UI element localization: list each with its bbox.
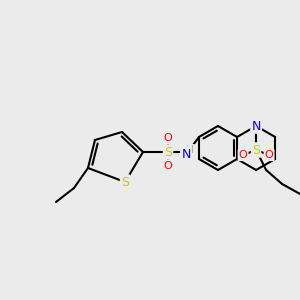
Text: S: S (164, 146, 172, 158)
Text: S: S (121, 176, 129, 188)
Text: O: O (265, 150, 274, 160)
Text: N: N (251, 119, 261, 133)
Text: S: S (252, 143, 260, 157)
Text: H: H (186, 145, 194, 155)
Text: O: O (239, 150, 248, 160)
Text: O: O (164, 161, 172, 171)
Text: O: O (164, 133, 172, 143)
Text: N: N (181, 148, 191, 160)
